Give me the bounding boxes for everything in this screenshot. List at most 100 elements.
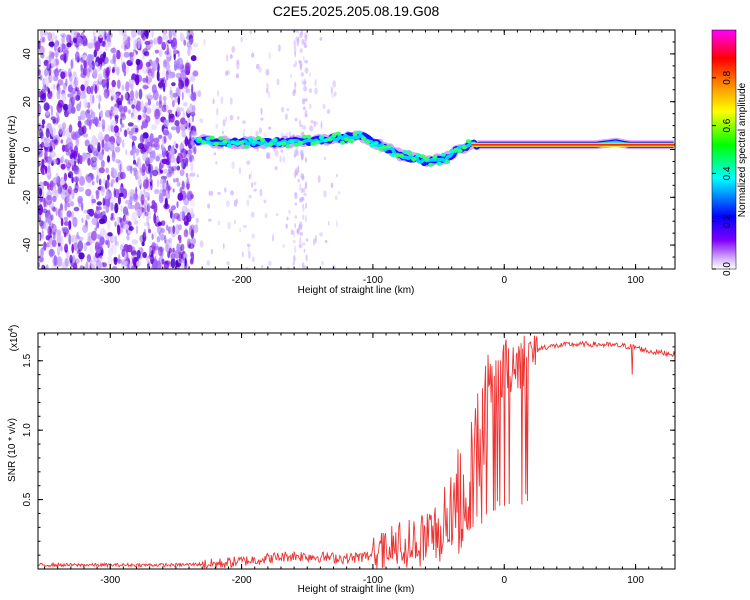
noise-speck: [233, 219, 236, 225]
noise-speck: [92, 68, 98, 79]
noise-speck: [268, 126, 272, 130]
noise-speck: [130, 82, 134, 91]
noise-speck: [301, 196, 305, 201]
noise-speck: [147, 222, 150, 233]
x-tick-label: -100: [363, 275, 383, 286]
noise-speck: [110, 196, 116, 203]
noise-speck: [62, 187, 66, 196]
noise-speck: [68, 234, 72, 245]
noise-speck: [71, 157, 75, 167]
noise-speck: [308, 88, 312, 93]
x-tick-label: -300: [100, 575, 120, 586]
noise-speck: [45, 111, 50, 116]
snr-background: [38, 333, 675, 569]
noise-speck: [47, 62, 50, 69]
noise-speck: [120, 94, 124, 102]
noise-speck: [190, 207, 194, 218]
noise-speck: [71, 237, 74, 243]
noise-speck: [304, 34, 308, 41]
noise-speck: [177, 234, 182, 241]
ridge-blob: [268, 142, 274, 147]
noise-speck: [302, 242, 306, 246]
noise-speck: [51, 57, 56, 68]
noise-speck: [101, 79, 107, 88]
y-tick-label: 0.5: [22, 492, 33, 506]
noise-speck: [145, 75, 149, 84]
noise-speck: [75, 95, 81, 101]
noise-speck: [64, 243, 69, 251]
noise-speck: [171, 205, 176, 211]
noise-speck: [171, 39, 178, 50]
noise-speck: [118, 254, 121, 265]
noise-speck: [190, 111, 196, 117]
ridge-blob: [411, 157, 417, 162]
colorbar-tick-label: 0.4: [722, 166, 733, 180]
noise-speck: [150, 124, 157, 130]
noise-speck: [186, 212, 192, 223]
ridge-blob: [398, 153, 404, 158]
noise-speck: [141, 199, 145, 206]
noise-speck: [159, 179, 163, 185]
noise-speck: [304, 60, 308, 64]
noise-speck: [226, 261, 230, 266]
noise-speck: [108, 141, 115, 152]
noise-speck: [327, 220, 330, 226]
noise-speck: [109, 112, 112, 120]
noise-speck: [172, 247, 175, 253]
noise-speck: [337, 191, 341, 195]
noise-speck: [86, 117, 93, 127]
noise-speck: [89, 245, 94, 256]
noise-speck: [60, 139, 64, 144]
noise-speck: [41, 158, 45, 169]
noise-speck: [186, 106, 191, 114]
noise-speck: [162, 69, 166, 79]
noise-speck: [186, 41, 192, 48]
x-tick-label: 0: [501, 275, 507, 286]
noise-speck: [309, 125, 313, 132]
noise-speck: [300, 30, 303, 35]
noise-speck: [51, 239, 57, 248]
ridge-blob: [289, 140, 295, 144]
noise-speck: [46, 190, 53, 201]
noise-speck: [67, 150, 72, 155]
snr-frame: [37, 332, 676, 570]
noise-speck: [63, 221, 70, 226]
noise-speck: [295, 36, 300, 41]
noise-speck: [179, 251, 183, 259]
noise-speck: [38, 40, 41, 50]
noise-speck: [45, 264, 49, 269]
ridge-blob: [461, 145, 467, 150]
noise-speck: [106, 155, 111, 163]
ridge-blob: [243, 144, 249, 149]
noise-speck: [90, 160, 97, 168]
noise-speck: [68, 71, 72, 77]
noise-speck: [76, 89, 82, 97]
noise-speck: [296, 150, 300, 157]
noise-speck: [54, 68, 59, 78]
noise-speck: [189, 30, 194, 39]
snr-series-line: [38, 335, 675, 569]
noise-speck: [274, 149, 279, 157]
ridge-blob: [419, 154, 425, 159]
noise-speck: [112, 265, 118, 269]
noise-speck: [171, 232, 176, 238]
noise-speck: [101, 185, 105, 193]
noise-speck: [45, 165, 48, 174]
ridge-blob: [373, 141, 379, 145]
noise-speck: [144, 191, 150, 198]
colorbar-tick-label: 0.6: [722, 118, 733, 132]
noise-speck: [76, 85, 82, 91]
noise-speck: [137, 30, 141, 36]
noise-speck: [106, 66, 110, 77]
noise-speck: [196, 174, 199, 178]
noise-speck: [294, 223, 297, 229]
noise-speck: [129, 90, 135, 102]
noise-speck: [323, 156, 327, 161]
noise-speck: [133, 171, 136, 177]
noise-speck: [45, 216, 50, 223]
noise-speck: [118, 104, 124, 113]
noise-speck: [135, 148, 139, 157]
noise-speck: [43, 201, 48, 208]
noise-speck: [123, 129, 128, 137]
noise-speck: [239, 228, 242, 233]
